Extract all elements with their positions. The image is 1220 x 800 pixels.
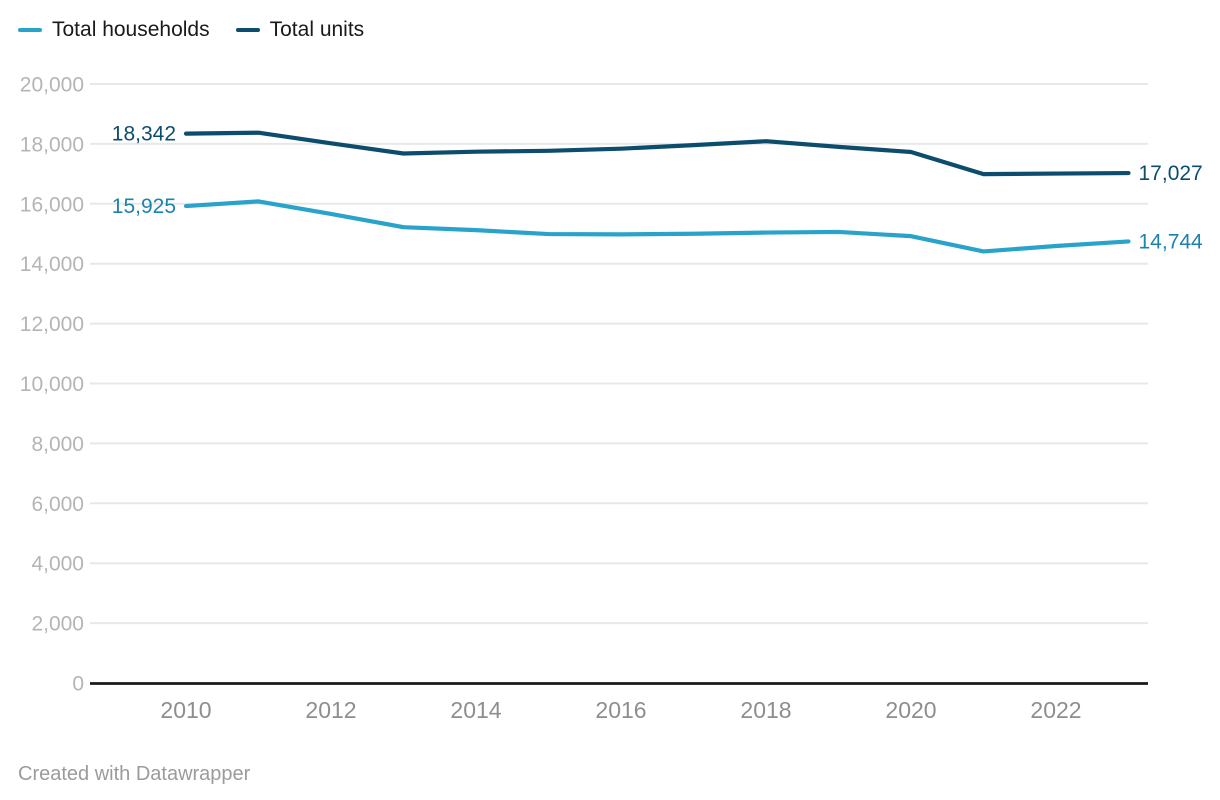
legend-label-total-units: Total units [269, 18, 365, 41]
y-tick-label-6000: 6,000 [31, 493, 84, 516]
x-tick-label-2012: 2012 [305, 697, 356, 723]
y-tick-label-8000: 8,000 [31, 433, 84, 456]
y-tick-label-14000: 14,000 [20, 253, 84, 276]
legend-label-total-households: Total households [52, 18, 210, 41]
x-tick-label-2022: 2022 [1030, 697, 1081, 723]
x-tick-label-2014: 2014 [450, 697, 501, 723]
y-tick-label-18000: 18,000 [20, 133, 84, 156]
value-label-first-total-households: 15,925 [112, 195, 176, 218]
series-line-total-units [183, 130, 1131, 177]
legend-swatch-total-units [235, 28, 260, 32]
value-label-last-total-households: 14,744 [1139, 230, 1204, 253]
legend: Total households Total units [18, 17, 390, 43]
legend-swatch-total-households [18, 28, 42, 32]
x-tick-label-2018: 2018 [740, 697, 791, 723]
y-tick-label-16000: 16,000 [20, 193, 84, 216]
y-tick-label-12000: 12,000 [20, 313, 84, 336]
x-tick-label-2020: 2020 [885, 697, 936, 723]
legend-item-total-households: Total households [18, 17, 210, 43]
datawrapper-credit-link[interactable]: Created with Datawrapper [18, 763, 251, 785]
line-chart: 0 2,000 4,000 6,000 8,000 10,000 12,000 14,000 1… [20, 74, 1204, 724]
y-tick-label-10000: 10,000 [20, 373, 84, 396]
value-label-last-total-units: 17,027 [1139, 162, 1203, 185]
y-tick-label-4000: 4,000 [31, 553, 84, 576]
x-tick-label-2010: 2010 [160, 697, 211, 723]
value-label-first-total-units: 18,342 [112, 123, 176, 146]
y-tick-label-20000: 20,000 [20, 74, 84, 97]
y-tick-label-0: 0 [72, 673, 84, 696]
series-line-total-households [183, 199, 1131, 254]
x-tick-label-2016: 2016 [595, 697, 646, 723]
legend-item-total-units: Total units [235, 17, 365, 43]
y-tick-label-2000: 2,000 [31, 613, 84, 636]
